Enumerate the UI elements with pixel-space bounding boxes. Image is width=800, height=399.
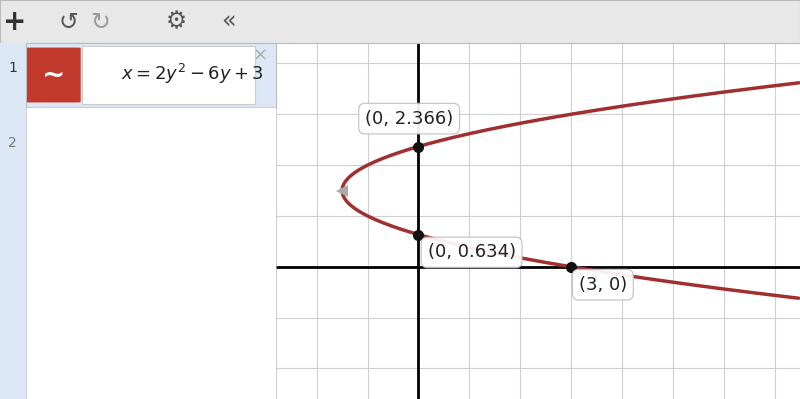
Text: (0, 0.634): (0, 0.634): [428, 243, 516, 261]
Text: 1: 1: [8, 61, 18, 75]
Text: 4: 4: [242, 54, 255, 73]
Text: 2: 2: [9, 136, 17, 150]
Text: 2: 2: [242, 156, 255, 175]
Text: $x = 2y^2 - 6y + 3$: $x = 2y^2 - 6y + 3$: [121, 62, 264, 86]
Text: (3, 0): (3, 0): [578, 276, 627, 294]
FancyBboxPatch shape: [82, 46, 254, 104]
Text: «: «: [221, 10, 235, 34]
Text: ∼: ∼: [42, 61, 65, 89]
Text: ×: ×: [252, 47, 267, 65]
Text: +: +: [2, 8, 26, 36]
Text: (0, 2.366): (0, 2.366): [365, 110, 454, 128]
Text: ↺: ↺: [58, 10, 78, 34]
Text: -2: -2: [235, 359, 255, 378]
Text: ⚙: ⚙: [166, 10, 186, 34]
Text: ↻: ↻: [90, 10, 110, 34]
FancyBboxPatch shape: [26, 47, 81, 103]
